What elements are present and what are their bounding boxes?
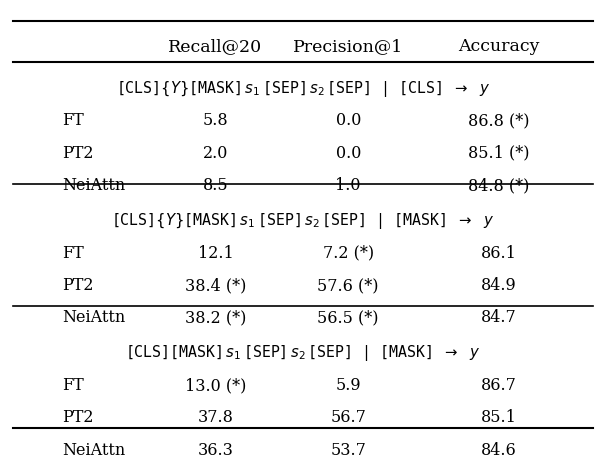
Text: 56.7: 56.7: [330, 409, 366, 425]
Text: 5.9: 5.9: [336, 376, 361, 393]
Text: 57.6 (*): 57.6 (*): [318, 276, 379, 293]
Text: 56.5 (*): 56.5 (*): [318, 309, 379, 326]
Text: 86.8 (*): 86.8 (*): [468, 112, 530, 129]
Text: 0.0: 0.0: [336, 112, 361, 129]
Text: 84.9: 84.9: [481, 276, 517, 293]
Text: NeiAttn: NeiAttn: [62, 309, 125, 326]
Text: NeiAttn: NeiAttn: [62, 177, 125, 194]
Text: Recall@20: Recall@20: [168, 38, 262, 55]
Text: 36.3: 36.3: [198, 441, 233, 458]
Text: 5.8: 5.8: [203, 112, 228, 129]
Text: 86.1: 86.1: [481, 244, 517, 261]
Text: 86.7: 86.7: [481, 376, 517, 393]
Text: 85.1 (*): 85.1 (*): [468, 145, 530, 162]
Text: PT2: PT2: [62, 145, 93, 162]
Text: 13.0 (*): 13.0 (*): [185, 376, 246, 393]
Text: PT2: PT2: [62, 276, 93, 293]
Text: 1.0: 1.0: [336, 177, 361, 194]
Text: 12.1: 12.1: [198, 244, 233, 261]
Text: 38.4 (*): 38.4 (*): [185, 276, 246, 293]
Text: [CLS]$\{Y\}$[MASK]$\,s_1\,$[SEP]$\,s_2\,$[SEP] | [MASK] $\rightarrow$ $y$: [CLS]$\{Y\}$[MASK]$\,s_1\,$[SEP]$\,s_2\,…: [112, 211, 494, 230]
Text: 2.0: 2.0: [203, 145, 228, 162]
Text: [CLS][MASK]$\,s_1\,$[SEP]$\,s_2\,$[SEP] | [MASK] $\rightarrow$ $y$: [CLS][MASK]$\,s_1\,$[SEP]$\,s_2\,$[SEP] …: [125, 343, 481, 363]
Text: PT2: PT2: [62, 409, 93, 425]
Text: 37.8: 37.8: [198, 409, 233, 425]
Text: 0.0: 0.0: [336, 145, 361, 162]
Text: 53.7: 53.7: [330, 441, 366, 458]
Text: Precision@1: Precision@1: [293, 38, 404, 55]
Text: 85.1: 85.1: [481, 409, 517, 425]
Text: FT: FT: [62, 112, 84, 129]
Text: 84.7: 84.7: [481, 309, 517, 326]
Text: 84.8 (*): 84.8 (*): [468, 177, 530, 194]
Text: Accuracy: Accuracy: [458, 38, 540, 55]
Text: FT: FT: [62, 244, 84, 261]
Text: [CLS]$\{Y\}$[MASK]$\,s_1\,$[SEP]$\,s_2\,$[SEP] | [CLS] $\rightarrow$ $y$: [CLS]$\{Y\}$[MASK]$\,s_1\,$[SEP]$\,s_2\,…: [116, 78, 490, 99]
Text: 8.5: 8.5: [203, 177, 228, 194]
Text: 84.6: 84.6: [481, 441, 517, 458]
Text: 38.2 (*): 38.2 (*): [185, 309, 246, 326]
Text: FT: FT: [62, 376, 84, 393]
Text: 7.2 (*): 7.2 (*): [322, 244, 374, 261]
Text: NeiAttn: NeiAttn: [62, 441, 125, 458]
